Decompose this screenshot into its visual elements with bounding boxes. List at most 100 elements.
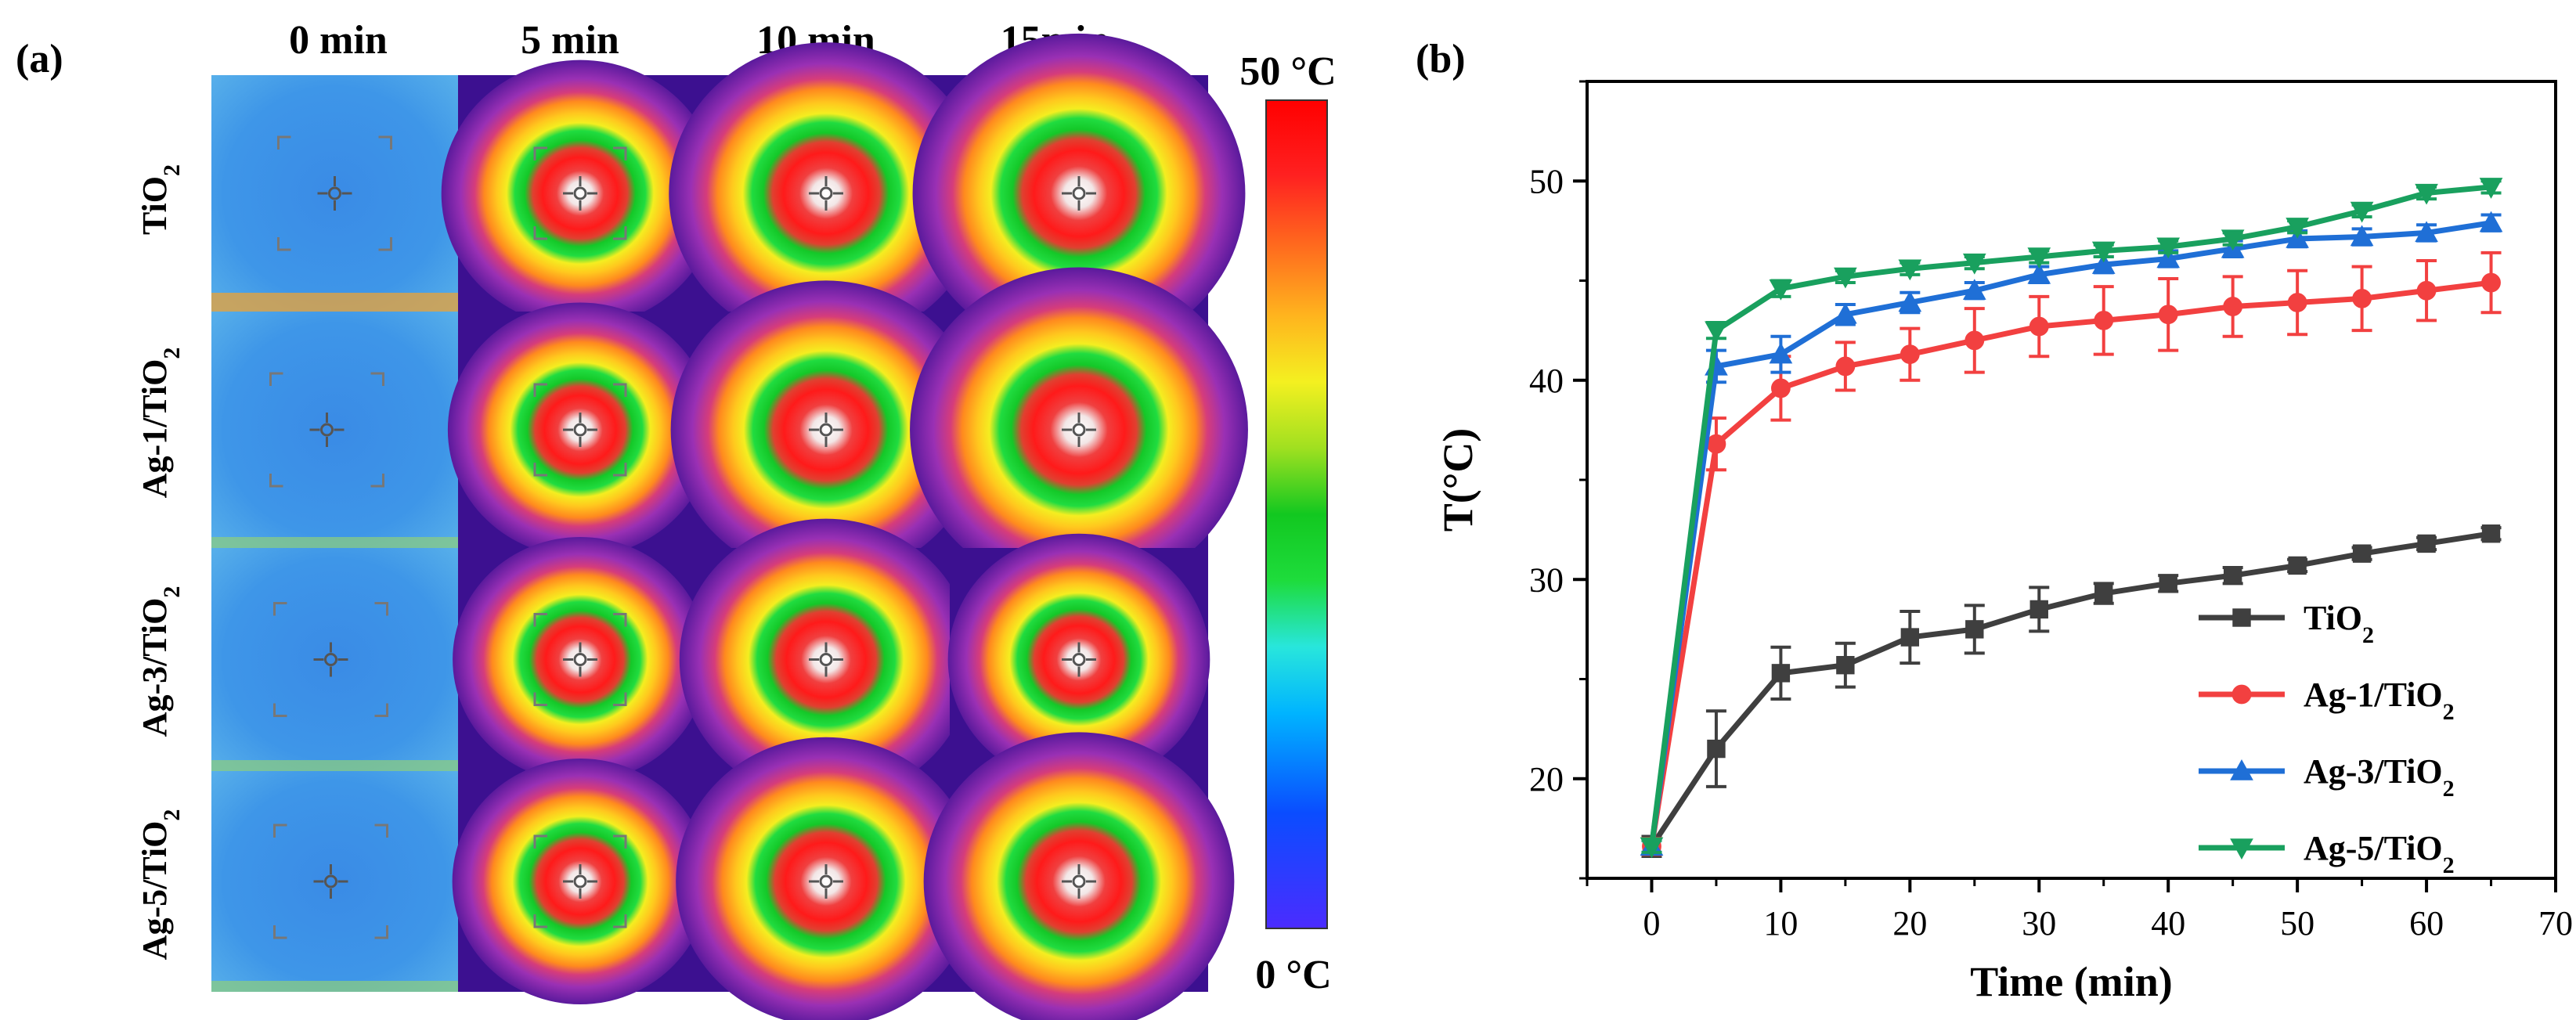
- row-label-tio2-sub: 2: [159, 164, 185, 176]
- series-0: [1641, 524, 2502, 859]
- series-line: [1648, 184, 2491, 847]
- crosshair-marker-icon: [317, 176, 352, 211]
- data-point: [1965, 620, 1984, 639]
- thermal-edge-band: [211, 760, 458, 771]
- data-point: [2479, 178, 2503, 199]
- row-label-tio2: TiO2: [135, 164, 185, 235]
- legend-label-sub: 2: [2443, 699, 2455, 725]
- crosshair-marker-icon: [809, 642, 843, 677]
- legend-label-sub: 2: [2362, 622, 2374, 648]
- data-point: [2352, 544, 2372, 563]
- data-point: [2232, 608, 2251, 627]
- focus-frame-icon: [533, 613, 627, 706]
- thermal-hotspot: [447, 302, 713, 557]
- data-point: [2029, 316, 2049, 337]
- data-point: [1962, 253, 1986, 275]
- colorbar: 50 °C 0 °C: [1239, 49, 1336, 997]
- thermal-cell-r0-c0: [211, 75, 458, 312]
- colorbar-max-label: 50 °C: [1239, 49, 1336, 94]
- row-label-ag1: Ag-1/TiO2: [135, 348, 185, 499]
- data-point: [1834, 267, 1857, 289]
- data-point: [2415, 183, 2438, 205]
- crosshair-marker-icon: [563, 642, 597, 677]
- thermal-hotspot: [453, 536, 708, 783]
- legend-label-base: Ag-3/TiO: [2304, 752, 2443, 791]
- data-point: [2091, 253, 2116, 274]
- data-point: [2221, 229, 2245, 251]
- data-point: [2481, 272, 2501, 293]
- x-tick-label: 0: [1643, 904, 1660, 943]
- thermal-cell-r3-c1: [452, 759, 709, 1004]
- legend-label: Ag-5/TiO2: [2304, 829, 2455, 878]
- x-axis-label: Time (min): [1970, 958, 2172, 1005]
- series-2: [1640, 211, 2503, 856]
- thermal-hotspot: [676, 737, 976, 1020]
- thermal-hotspot: [910, 267, 1248, 593]
- row-label-ag5-base: Ag-5/TiO: [135, 821, 174, 961]
- data-point: [2415, 221, 2438, 243]
- thermal-cell-r2-c2: [679, 518, 973, 801]
- thermal-cell-r3-c2: [676, 737, 976, 1020]
- colorbar-min-label: 0 °C: [1255, 953, 1331, 997]
- data-point: [1705, 321, 1728, 343]
- row-label-ag3-base: Ag-3/TiO: [135, 598, 174, 737]
- data-point: [1769, 342, 1793, 364]
- x-tick-label: 60: [2409, 904, 2444, 943]
- y-tick-label: 30: [1529, 560, 1564, 599]
- colorbar-gradient: [1265, 99, 1328, 929]
- data-point: [1898, 290, 1922, 312]
- thermal-cell-r3-c0: [211, 771, 458, 992]
- y-tick-label: 50: [1529, 162, 1564, 200]
- thermal-cell-r1-c3: [910, 267, 1248, 593]
- thermal-cell-r0-c1: [441, 59, 720, 327]
- legend-item: Ag-3/TiO2: [2199, 752, 2455, 802]
- focus-frame-icon: [533, 383, 627, 477]
- data-point: [1769, 279, 1793, 301]
- thermal-edge-band: [211, 537, 458, 548]
- data-point: [2029, 600, 2048, 619]
- thermal-hotspot: [947, 533, 1210, 786]
- crosshair-marker-icon: [313, 642, 348, 677]
- data-point: [1834, 302, 1857, 324]
- data-point: [2287, 293, 2307, 312]
- x-tick-label: 40: [2151, 904, 2185, 943]
- legend-label-sub: 2: [2443, 776, 2455, 802]
- thermal-image-grid: [211, 33, 1248, 1020]
- series-line: [1649, 279, 2491, 847]
- data-point: [2286, 218, 2309, 239]
- panel-a-label: (a): [16, 37, 63, 81]
- thermal-hotspot: [441, 59, 720, 327]
- row-label-ag5: Ag-5/TiO2: [135, 809, 185, 961]
- thermal-cold-bg: [211, 548, 458, 771]
- legend-label-base: Ag-5/TiO: [2304, 829, 2443, 867]
- thermal-cold-bg: [211, 771, 458, 992]
- row-label-ag1-sub: 2: [159, 348, 185, 359]
- data-point: [2230, 759, 2253, 780]
- data-point: [1771, 378, 1791, 398]
- time-headers: 0 min 5 min 10 min 15min: [289, 18, 1109, 63]
- data-point: [2094, 311, 2114, 330]
- data-point: [1707, 739, 1726, 759]
- y-tick-label: 40: [1529, 362, 1564, 400]
- crosshair-marker-icon: [1062, 864, 1096, 899]
- legend-label: Ag-1/TiO2: [2304, 676, 2455, 725]
- crosshair-marker-icon: [809, 864, 843, 899]
- x-tick-label: 20: [1892, 904, 1927, 943]
- data-point: [2416, 280, 2437, 301]
- thermal-edge-band: [211, 981, 458, 992]
- crosshair-marker-icon: [313, 864, 348, 899]
- thermal-cell-r1-c2: [670, 280, 982, 579]
- legend-label: Ag-3/TiO2: [2304, 752, 2455, 802]
- legend-label: TiO2: [2304, 599, 2374, 648]
- temperature-line-chart: 0 10 20 30 40 50 60 70 20 30 40 50 Time (min) T(°C) Ti…: [1434, 80, 2573, 1005]
- sample-row-labels: TiO2 Ag-1/TiO2 Ag-3/TiO2 Ag-5/TiO2: [135, 164, 185, 960]
- thermal-hotspot: [679, 518, 973, 801]
- focus-frame-icon: [277, 135, 392, 251]
- legend-label-sub: 2: [2443, 852, 2455, 878]
- data-point: [1640, 837, 1664, 859]
- legend-label-base: Ag-1/TiO: [2304, 676, 2443, 714]
- y-axis-label: T(°C): [1434, 428, 1481, 532]
- data-point: [1962, 279, 1986, 300]
